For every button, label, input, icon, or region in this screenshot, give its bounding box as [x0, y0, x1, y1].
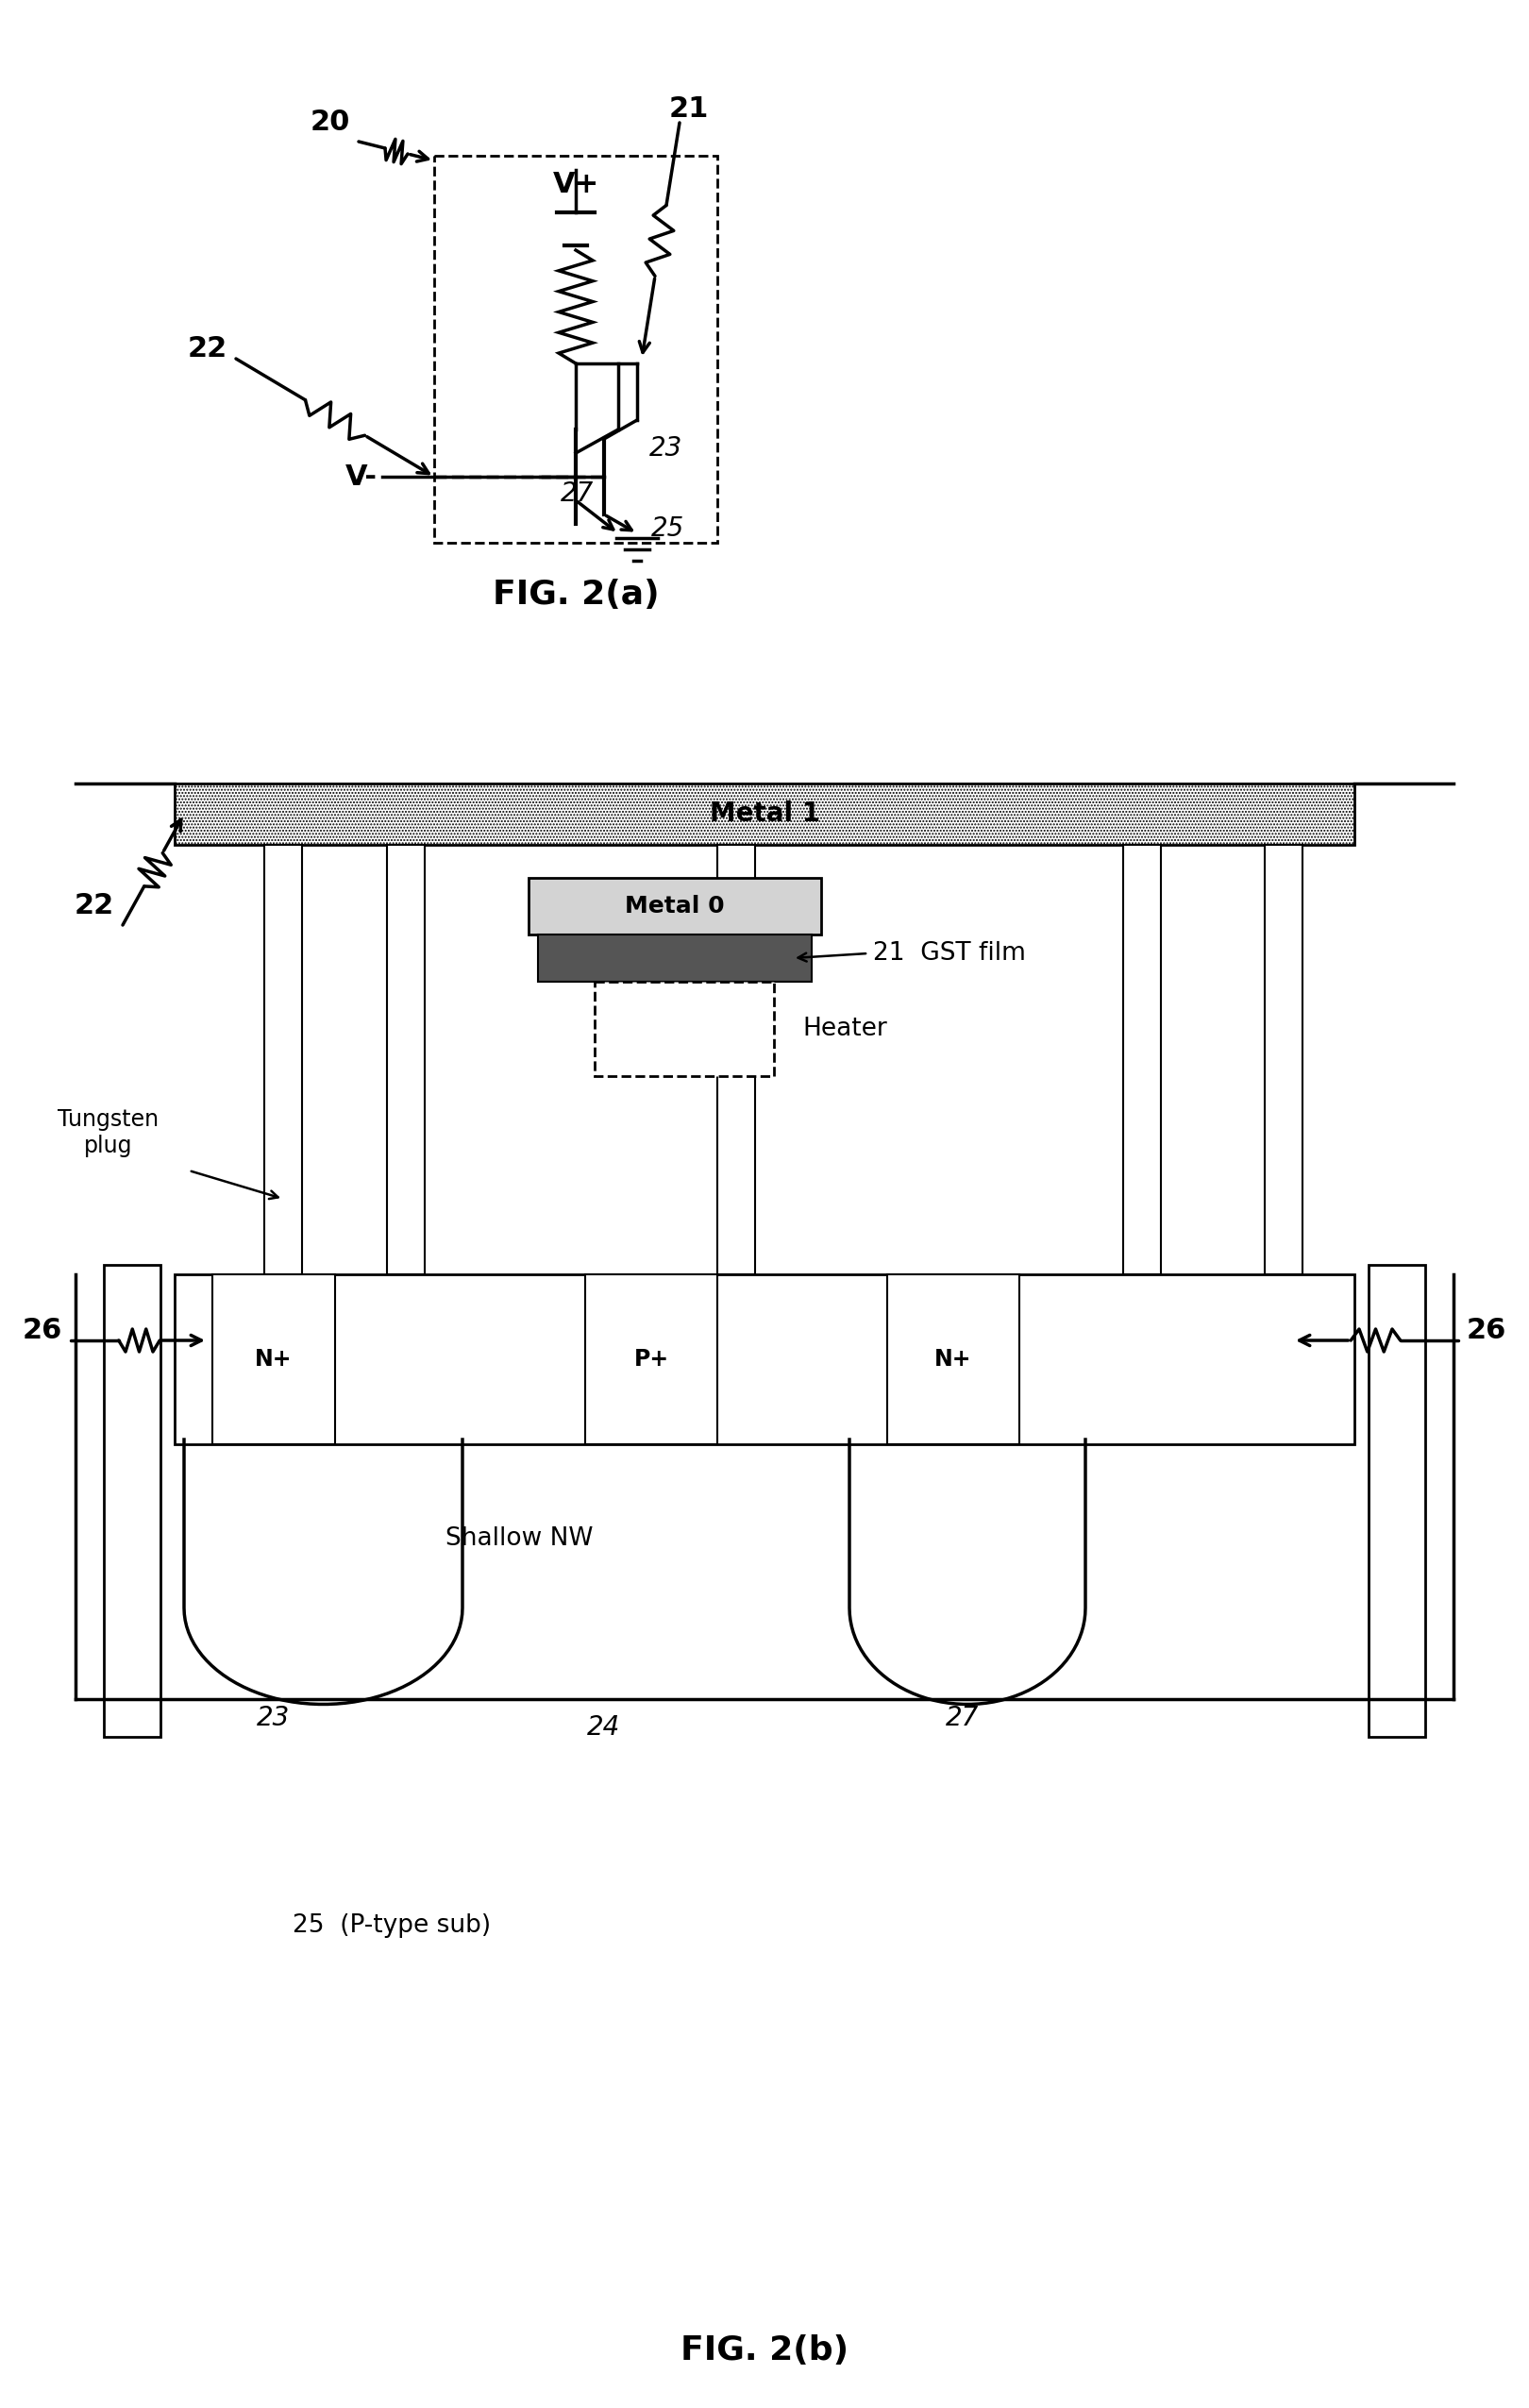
Text: 27: 27 [946, 1705, 980, 1731]
Text: Tungsten
plug: Tungsten plug [58, 1108, 159, 1158]
Bar [1368, 1264, 1425, 1736]
Bar [434, 157, 717, 542]
Bar [213, 1274, 335, 1445]
Bar [104, 1264, 161, 1736]
Text: 20: 20 [310, 108, 350, 137]
Text: 25: 25 [651, 515, 685, 542]
Text: 23: 23 [257, 1705, 291, 1731]
Text: 23: 23 [650, 436, 682, 462]
Bar [174, 783, 1355, 845]
Bar [387, 845, 425, 1274]
Text: 27: 27 [561, 482, 595, 508]
Text: 22: 22 [188, 335, 228, 364]
Text: 22: 22 [75, 893, 115, 920]
Text: 24: 24 [587, 1714, 621, 1741]
Text: V+: V+ [552, 171, 599, 197]
Bar [529, 879, 821, 934]
Text: FIG. 2(b): FIG. 2(b) [680, 2333, 849, 2367]
Text: Metal 1: Metal 1 [709, 802, 820, 828]
Text: 26: 26 [23, 1317, 63, 1344]
Text: N+: N+ [255, 1348, 292, 1370]
Text: V-: V- [346, 462, 378, 491]
Text: 25  (P-type sub): 25 (P-type sub) [292, 1914, 491, 1938]
Text: 26: 26 [1466, 1317, 1506, 1344]
Bar [1264, 845, 1303, 1274]
Bar [887, 1274, 1020, 1445]
Bar [586, 1274, 717, 1445]
Text: FIG. 2(a): FIG. 2(a) [492, 578, 659, 612]
Bar [1124, 845, 1161, 1274]
Text: 21: 21 [670, 94, 709, 123]
Bar [265, 845, 303, 1274]
Bar [174, 1274, 1355, 1445]
Text: Shallow NW: Shallow NW [445, 1527, 593, 1551]
Text: Metal 0: Metal 0 [625, 896, 725, 917]
Text: N+: N+ [934, 1348, 972, 1370]
Bar [595, 982, 774, 1076]
Bar [717, 845, 755, 1274]
Text: 21  GST film: 21 GST film [873, 942, 1026, 966]
Bar [538, 934, 812, 982]
Text: Heater: Heater [803, 1016, 887, 1040]
Text: P+: P+ [633, 1348, 668, 1370]
